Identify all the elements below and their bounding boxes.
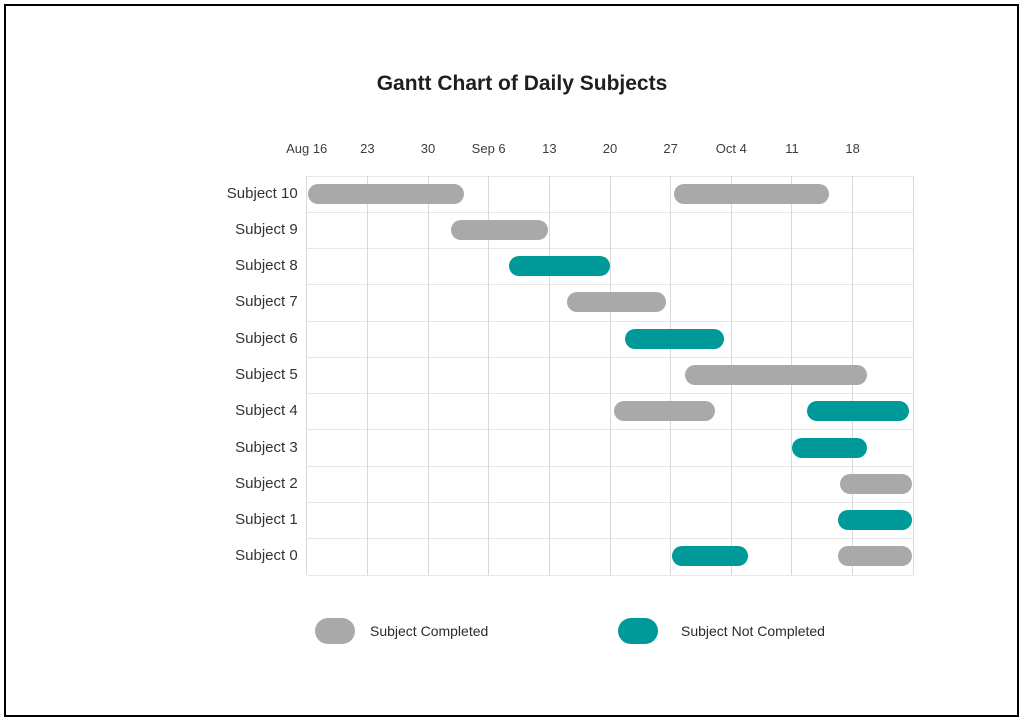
x-tick-label: 13 bbox=[542, 141, 557, 156]
gantt-bar-completed bbox=[614, 401, 715, 422]
row-label: Subject 6 bbox=[235, 329, 298, 347]
legend-swatch-completed bbox=[315, 618, 355, 644]
gridline-vertical bbox=[488, 175, 490, 575]
x-tick-label: 30 bbox=[420, 141, 436, 156]
gantt-bar-completed bbox=[566, 292, 667, 313]
chart-title: Gantt Chart of Daily Subjects bbox=[376, 72, 668, 95]
row-label: Subject 10 bbox=[226, 184, 298, 202]
gridline-vertical bbox=[670, 175, 672, 575]
gantt-bar-completed bbox=[674, 183, 830, 204]
gantt-bar-not_completed bbox=[509, 256, 610, 277]
x-tick-label: 11 bbox=[785, 141, 799, 156]
gridline-vertical bbox=[306, 175, 308, 575]
x-tick-label: 18 bbox=[845, 141, 860, 156]
legend-label-not-completed: Subject Not Completed bbox=[681, 623, 825, 639]
gantt-bar-not_completed bbox=[791, 437, 868, 458]
x-tick-label: 23 bbox=[360, 141, 375, 156]
gantt-bar-completed bbox=[450, 219, 548, 240]
row-label: Subject 3 bbox=[235, 438, 298, 456]
gantt-bar-completed bbox=[685, 365, 867, 385]
gantt-bar-completed bbox=[307, 183, 465, 204]
row-label: Subject 9 bbox=[235, 220, 298, 238]
row-label: Subject 2 bbox=[235, 474, 298, 492]
gantt-bar-not_completed bbox=[806, 401, 909, 422]
row-label: Subject 7 bbox=[235, 293, 298, 311]
gantt-bar-not_completed bbox=[624, 328, 725, 349]
row-label: Subject 0 bbox=[235, 547, 298, 565]
row-label: Subject 5 bbox=[235, 366, 298, 383]
gridline-horizontal bbox=[306, 574, 914, 576]
gridline-vertical bbox=[366, 175, 368, 575]
x-tick-label: Aug 16 bbox=[286, 141, 328, 156]
gantt-bar-completed bbox=[837, 546, 912, 567]
row-label: Subject 4 bbox=[235, 402, 298, 420]
x-tick-label: 20 bbox=[602, 141, 618, 156]
gantt-bar-not_completed bbox=[837, 510, 913, 531]
legend-swatch-not-completed bbox=[618, 618, 658, 644]
x-tick-label: Sep 6 bbox=[471, 141, 506, 156]
gantt-bar-completed bbox=[839, 473, 912, 494]
row-label: Subject 8 bbox=[235, 257, 298, 275]
gridline-vertical bbox=[427, 175, 429, 575]
figure-border bbox=[4, 4, 1019, 717]
gantt-bar-not_completed bbox=[672, 546, 748, 567]
legend-label-completed: Subject Completed bbox=[370, 623, 489, 639]
row-label: Subject 1 bbox=[235, 511, 298, 529]
gridline-vertical bbox=[912, 175, 914, 575]
x-tick-label: Oct 4 bbox=[715, 141, 747, 156]
x-tick-label: 27 bbox=[663, 141, 678, 156]
gridline-vertical bbox=[548, 175, 550, 575]
gridline-vertical bbox=[609, 175, 611, 575]
